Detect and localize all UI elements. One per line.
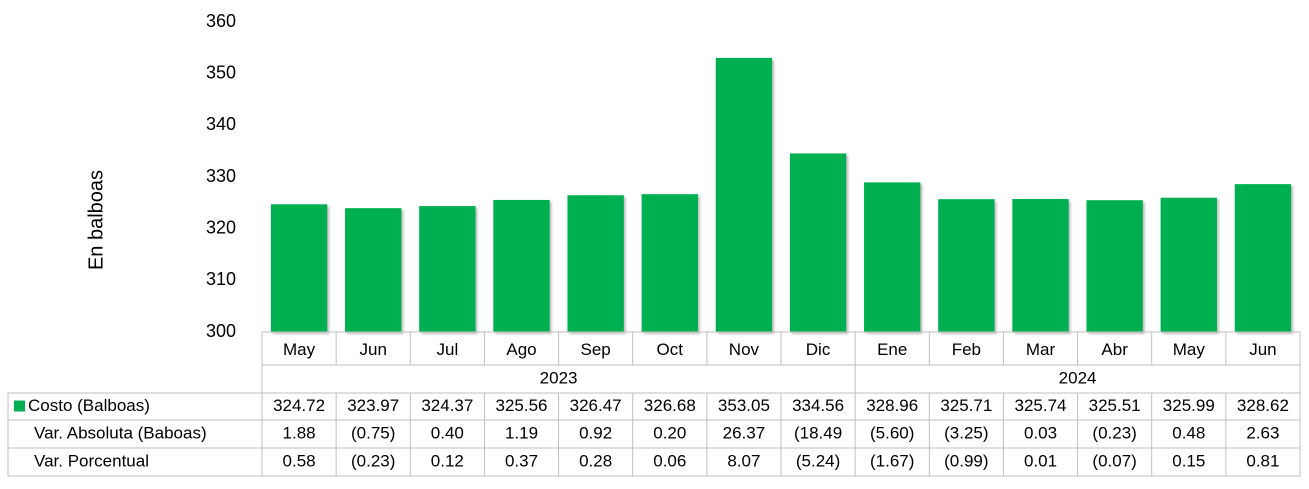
x-tick-label: Mar xyxy=(1026,340,1056,359)
y-tick-label: 300 xyxy=(206,321,236,341)
table-value: 0.37 xyxy=(505,451,538,470)
bar xyxy=(641,194,698,332)
bar xyxy=(345,208,402,332)
x-tick-label: Jul xyxy=(436,340,458,359)
table-value: (18.49 xyxy=(794,423,842,442)
y-tick-label: 330 xyxy=(206,166,236,186)
table-value: 324.37 xyxy=(421,396,473,415)
table-value: 2.63 xyxy=(1246,423,1279,442)
bar xyxy=(864,182,921,332)
table-value: 0.03 xyxy=(1024,423,1057,442)
table-value: 328.96 xyxy=(866,396,918,415)
legend-label: Costo (Balboas) xyxy=(28,396,150,415)
table-value: 1.88 xyxy=(283,423,316,442)
table-value: 323.97 xyxy=(347,396,399,415)
x-tick-label: Nov xyxy=(729,340,760,359)
row-label: Var. Absoluta (Baboas) xyxy=(34,423,207,442)
table-value: 325.51 xyxy=(1089,396,1141,415)
x-tick-label: Sep xyxy=(581,340,611,359)
table-value: 1.19 xyxy=(505,423,538,442)
table-value: (5.60) xyxy=(870,423,914,442)
x-tick-label: Oct xyxy=(657,340,684,359)
bar xyxy=(270,204,328,332)
bar xyxy=(493,199,550,332)
table-value: 0.40 xyxy=(431,423,464,442)
table-value: 0.12 xyxy=(431,451,464,470)
x-group-label: 2023 xyxy=(540,368,578,387)
y-tick-label: 340 xyxy=(206,114,236,134)
table-value: 328.62 xyxy=(1237,396,1289,415)
x-tick-label: Abr xyxy=(1101,340,1128,359)
bar xyxy=(938,199,995,332)
legend-swatch xyxy=(14,400,25,412)
table-value: 0.48 xyxy=(1172,423,1205,442)
table-value: 325.56 xyxy=(496,396,548,415)
table-value: 0.58 xyxy=(283,451,316,470)
bar xyxy=(1234,184,1292,332)
table-value: 325.71 xyxy=(940,396,992,415)
bar xyxy=(715,57,773,333)
table-value: 334.56 xyxy=(792,396,844,415)
x-tick-label: Feb xyxy=(952,340,981,359)
table-value: (0.07) xyxy=(1092,451,1136,470)
row-label: Var. Porcentual xyxy=(34,451,149,470)
x-tick-label: Jun xyxy=(1249,340,1276,359)
table-value: 326.47 xyxy=(570,396,622,415)
table-value: 0.20 xyxy=(653,423,686,442)
table-value: 324.72 xyxy=(273,396,325,415)
table-value: 0.28 xyxy=(579,451,612,470)
bar xyxy=(1086,200,1143,332)
table-value: 326.68 xyxy=(644,396,696,415)
table-value: (3.25) xyxy=(944,423,988,442)
table-value: 0.01 xyxy=(1024,451,1057,470)
x-tick-label: Ene xyxy=(877,340,907,359)
y-tick-label: 320 xyxy=(206,217,236,237)
table-value: 0.81 xyxy=(1246,451,1279,470)
table-value: 353.05 xyxy=(718,396,770,415)
bar xyxy=(789,153,847,332)
bar xyxy=(567,195,624,332)
x-tick-label: May xyxy=(1173,340,1206,359)
x-tick-label: May xyxy=(283,340,316,359)
table-value: 26.37 xyxy=(723,423,766,442)
table-value: 0.06 xyxy=(653,451,686,470)
bar xyxy=(1012,199,1069,332)
table-value: (1.67) xyxy=(870,451,914,470)
bar xyxy=(419,206,476,332)
table-value: (5.24) xyxy=(796,451,840,470)
table-value: 8.07 xyxy=(727,451,760,470)
x-tick-label: Jun xyxy=(360,340,387,359)
table-value: 325.99 xyxy=(1163,396,1215,415)
table-value: 325.74 xyxy=(1015,396,1067,415)
x-tick-label: Ago xyxy=(506,340,536,359)
table-value: (0.23) xyxy=(1092,423,1136,442)
table-value: (0.23) xyxy=(351,451,395,470)
table-value: 0.92 xyxy=(579,423,612,442)
x-tick-label: Dic xyxy=(806,340,831,359)
y-tick-label: 360 xyxy=(206,11,236,31)
y-tick-label: 350 xyxy=(206,62,236,82)
y-axis-label: En balboas xyxy=(85,170,107,270)
table-value: (0.75) xyxy=(351,423,395,442)
table-value: (0.99) xyxy=(944,451,988,470)
table-value: 0.15 xyxy=(1172,451,1205,470)
bar xyxy=(1160,197,1217,332)
y-tick-label: 310 xyxy=(206,269,236,289)
x-group-label: 2024 xyxy=(1059,368,1097,387)
